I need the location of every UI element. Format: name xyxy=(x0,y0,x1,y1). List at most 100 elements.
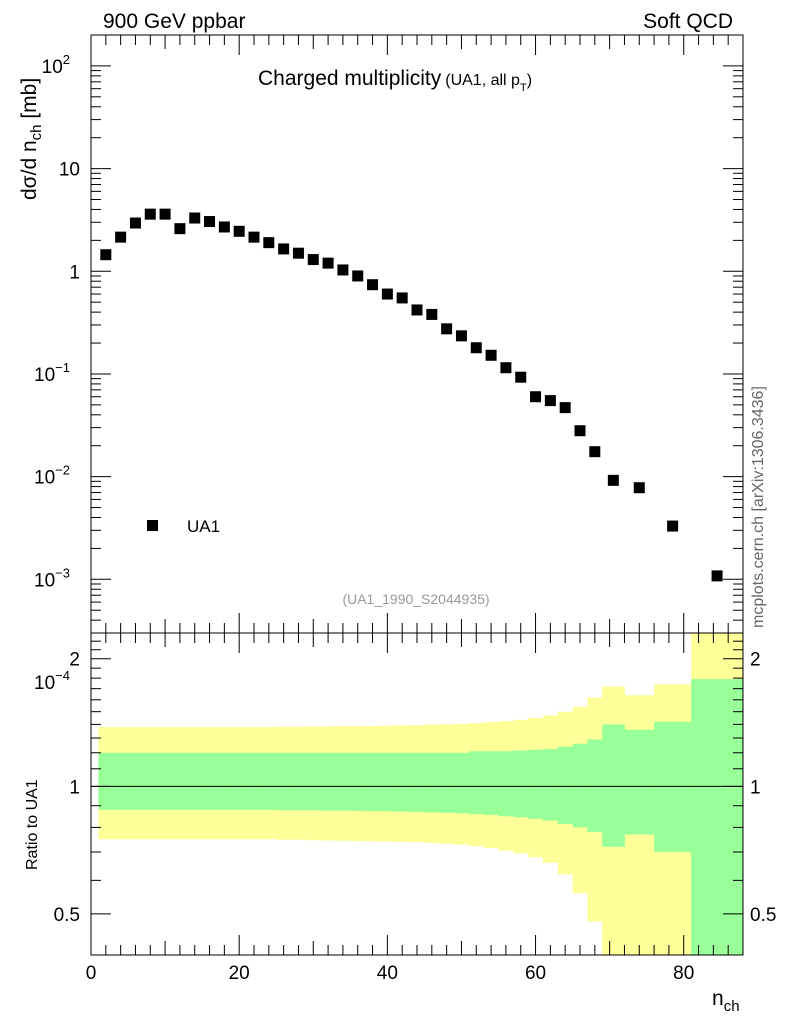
ratio-y-tick-labels: 0.5 0.5 1 1 2 2 xyxy=(54,650,777,926)
data-point xyxy=(633,482,645,494)
data-point xyxy=(667,520,679,532)
data-point xyxy=(174,223,186,235)
data-point xyxy=(607,474,619,486)
inner-band-bin xyxy=(394,752,410,812)
data-point xyxy=(263,237,275,249)
legend-marker xyxy=(147,520,158,531)
inner-band-bin xyxy=(365,752,381,812)
chart-title-sub-close: ) xyxy=(527,72,532,89)
data-points xyxy=(100,208,723,582)
main-panel: 102 10 1 10−1 10−2 10−3 10−4 Charged multiplic… xyxy=(18,34,744,694)
x-tick-labels: 0 20 40 60 80 xyxy=(86,963,695,984)
data-point xyxy=(307,254,319,266)
inner-band-bin xyxy=(335,752,351,811)
data-point xyxy=(426,308,438,320)
data-point xyxy=(129,217,141,229)
inner-band-bin xyxy=(350,752,366,811)
data-point xyxy=(322,257,334,269)
inner-band-bin xyxy=(98,752,114,810)
chart-title-sub-index: T xyxy=(520,82,527,94)
inner-band-bin xyxy=(587,739,603,833)
data-point xyxy=(100,249,112,261)
inner-band-bin xyxy=(187,752,203,810)
inner-band-bin xyxy=(454,752,470,814)
main-y-tick-label: 1 xyxy=(69,262,80,283)
inner-band-bin xyxy=(528,749,544,819)
inner-band-bin xyxy=(246,752,262,810)
main-y-axis-label: dσ/d nch [mb] xyxy=(18,78,45,200)
header-right: Soft QCD xyxy=(643,10,733,33)
ratio-y-tick-label-right: 2 xyxy=(750,650,761,671)
main-frame xyxy=(90,34,744,634)
data-point xyxy=(500,362,512,374)
inner-band-bin xyxy=(128,752,144,810)
inner-band-bin xyxy=(291,752,307,811)
main-y-tick-label: 10−4 xyxy=(34,668,70,694)
data-point xyxy=(515,371,527,383)
ratio-bands xyxy=(98,633,744,955)
x-axis-label: nch xyxy=(712,987,740,1015)
x-tick-label: 60 xyxy=(525,963,546,984)
inner-band-bin xyxy=(231,752,247,810)
data-point xyxy=(441,323,453,335)
inner-band-bin xyxy=(424,752,440,813)
data-point xyxy=(396,292,408,304)
inner-band-bin xyxy=(602,724,625,847)
inner-band-bin xyxy=(305,752,322,811)
chart-title-main: Charged multiplicity xyxy=(258,67,442,90)
inner-band-bin xyxy=(439,752,455,813)
data-point xyxy=(144,208,156,220)
header-left: 900 GeV ppbar xyxy=(103,10,245,33)
ratio-y-axis-label: Ratio to UA1 xyxy=(24,779,41,870)
inner-band-bin xyxy=(142,752,159,810)
x-tick-label: 40 xyxy=(377,963,398,984)
data-point xyxy=(337,264,349,276)
data-point xyxy=(189,212,201,224)
main-y-tick-label: 10 xyxy=(59,160,80,181)
main-axis-ticks xyxy=(90,34,744,634)
ratio-y-tick-label-right: 0.5 xyxy=(750,905,776,926)
inner-band-bin xyxy=(261,752,277,810)
main-y-tick-label: 10−2 xyxy=(34,463,70,489)
main-y-tick-labels: 102 10 1 10−1 10−2 10−3 10−4 xyxy=(34,52,80,694)
ratio-y-tick-label-left: 0.5 xyxy=(54,905,80,926)
side-label: mcplots.cern.ch [arXiv:1306.3436] xyxy=(750,386,767,628)
legend-label: UA1 xyxy=(187,517,220,536)
inner-band-bin xyxy=(513,750,529,818)
inner-band-bin xyxy=(276,752,292,811)
chart-title-sub: (UA1, all p xyxy=(445,72,520,89)
data-point xyxy=(248,231,260,243)
data-point xyxy=(574,425,586,437)
inner-band-bin xyxy=(498,751,514,817)
data-point xyxy=(204,216,216,228)
legend: UA1 xyxy=(147,517,220,536)
data-point xyxy=(485,349,497,361)
data-point xyxy=(218,221,230,233)
data-point xyxy=(411,304,423,316)
inner-band-bin xyxy=(409,752,425,812)
inner-band-bin xyxy=(320,752,336,811)
x-tick-label: 0 xyxy=(86,963,97,984)
ratio-axis-ticks xyxy=(90,632,744,956)
data-point xyxy=(159,208,171,220)
data-point xyxy=(544,395,556,407)
inner-band-bin xyxy=(483,751,499,815)
main-y-tick-label: 102 xyxy=(42,52,70,78)
ratio-panel: 0.5 0.5 1 1 2 2 0 20 40 60 80 Ratio to UA1 nch xyxy=(24,632,777,1015)
inner-band-bin xyxy=(542,748,559,821)
ratio-y-tick-label-left: 2 xyxy=(69,650,80,671)
ratio-y-tick-label-left: 1 xyxy=(69,777,80,798)
data-point xyxy=(292,247,304,259)
x-tick-label: 80 xyxy=(673,963,694,984)
data-point xyxy=(381,288,393,300)
inner-band-bin xyxy=(172,752,188,810)
inner-band-bin xyxy=(557,746,573,824)
data-point xyxy=(530,391,542,403)
inner-band-bin xyxy=(572,743,588,828)
inner-band-bin xyxy=(113,752,129,810)
main-y-tick-label: 10−1 xyxy=(34,360,70,386)
inner-band-bin xyxy=(691,679,744,955)
inner-band-bin xyxy=(216,752,233,810)
data-point xyxy=(352,270,364,282)
